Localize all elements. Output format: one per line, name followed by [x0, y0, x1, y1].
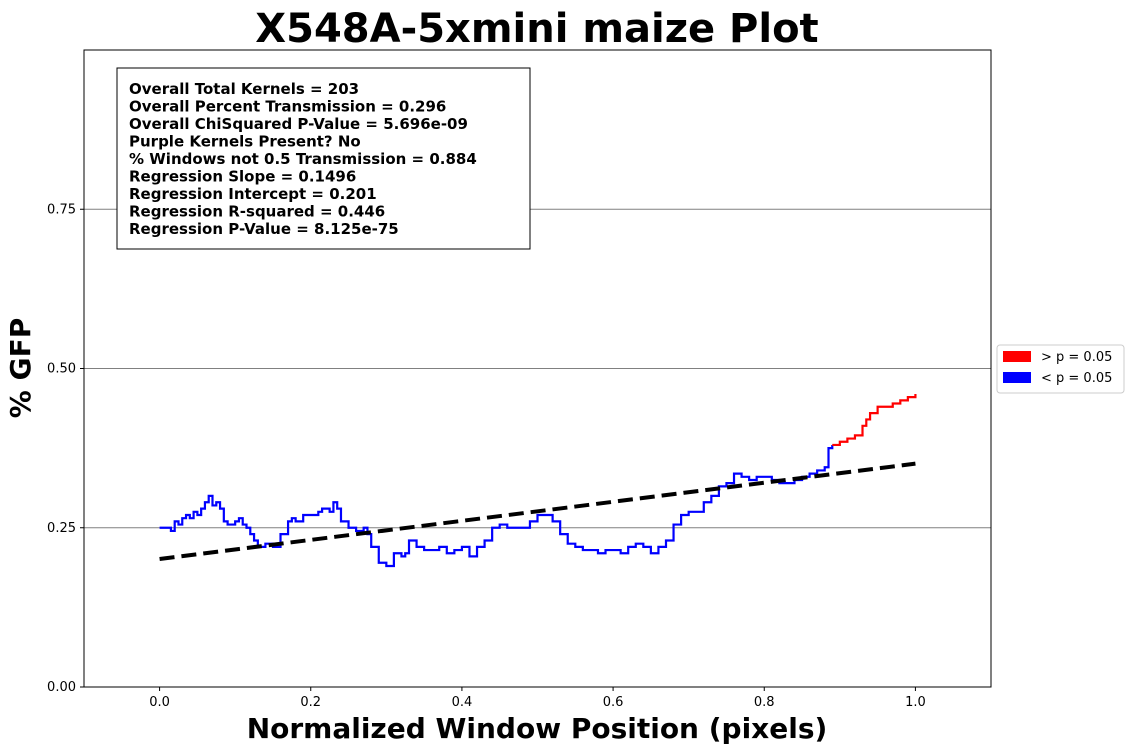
- legend-swatch: [1003, 372, 1031, 383]
- stats-line: Regression R-squared = 0.446: [129, 203, 385, 221]
- y-tick-label: 0.75: [47, 202, 76, 217]
- legend-label: > p = 0.05: [1041, 350, 1112, 365]
- stats-box-frame: [116, 67, 531, 250]
- stats-line: % Windows not 0.5 Transmission = 0.884: [129, 150, 477, 168]
- x-tick-label: 0.4: [452, 695, 473, 710]
- series-line-0: [159, 444, 834, 568]
- x-axis: 0.0 0.2 0.4 0.6 0.8 1.0: [149, 687, 926, 710]
- x-tick-label: 0.0: [149, 695, 170, 710]
- stats-line: Regression Intercept = 0.201: [129, 185, 377, 203]
- stats-line: Overall Percent Transmission = 0.296: [129, 98, 446, 116]
- stats-line: Regression P-Value = 8.125e-75: [129, 220, 399, 238]
- x-axis-label: Normalized Window Position (pixels): [247, 712, 828, 745]
- regression-line: [159, 461, 916, 561]
- x-tick-label: 1.0: [905, 695, 926, 710]
- x-tick-label: 0.2: [300, 695, 321, 710]
- y-tick-label: 0.50: [47, 362, 76, 377]
- series-layer: [159, 393, 917, 568]
- series-line-1: [832, 393, 917, 447]
- stats-line: Overall Total Kernels = 203: [129, 80, 359, 98]
- y-axis-label: % GFP: [4, 318, 37, 418]
- chart-title: X548A-5xmini maize Plot: [255, 6, 818, 52]
- y-tick-label: 0.00: [47, 680, 76, 695]
- stats-line: Purple Kernels Present? No: [129, 133, 361, 151]
- legend-swatch: [1003, 351, 1031, 362]
- stats-line: Regression Slope = 0.1496: [129, 168, 356, 186]
- legend-label: < p = 0.05: [1041, 371, 1112, 386]
- stats-line: Overall ChiSquared P-Value = 5.696e-09: [129, 115, 468, 133]
- y-tick-label: 0.25: [47, 521, 76, 536]
- x-tick-label: 0.8: [754, 695, 775, 710]
- y-axis: 0.00 0.25 0.50 0.75: [47, 202, 84, 695]
- x-tick-label: 0.6: [603, 695, 624, 710]
- grid-lines: [84, 208, 991, 529]
- regression-layer: [159, 461, 916, 561]
- legend: > p = 0.05 < p = 0.05: [996, 344, 1125, 394]
